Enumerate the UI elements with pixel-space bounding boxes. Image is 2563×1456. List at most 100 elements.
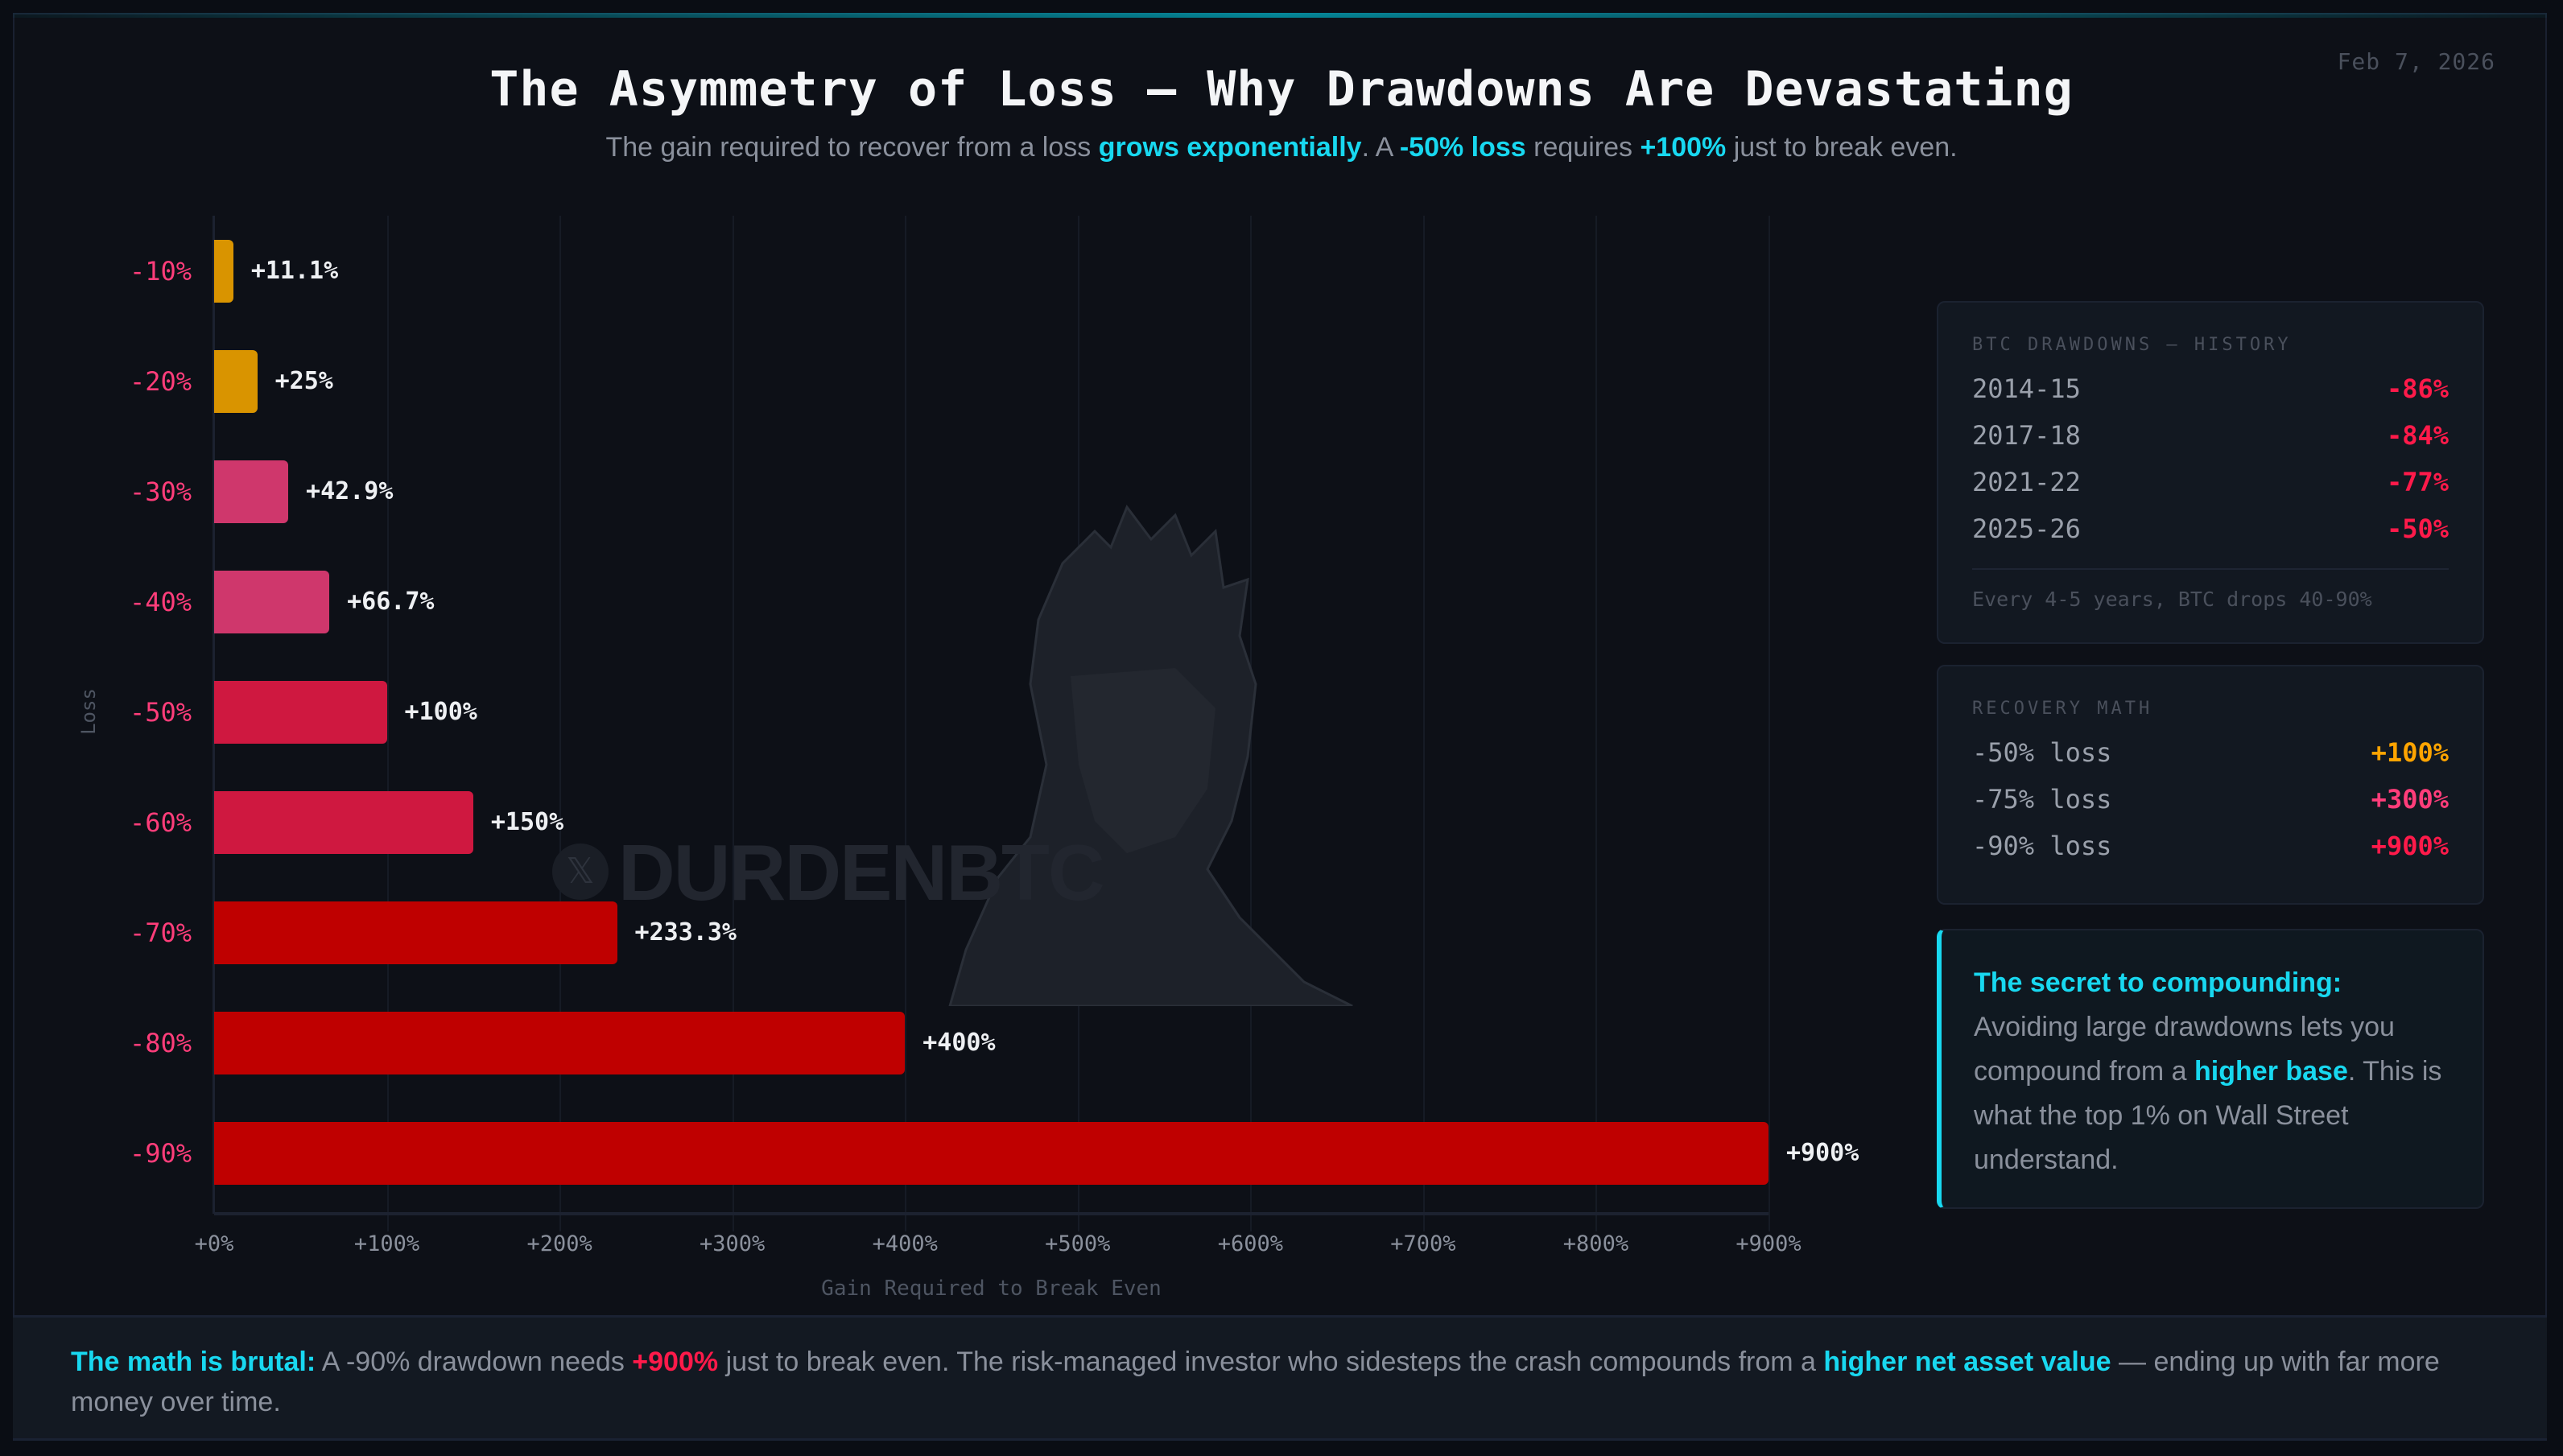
y-category-label: -10%: [129, 256, 192, 287]
x-tick-label: +800%: [1562, 1231, 1629, 1256]
bar-value-label: +150%: [490, 808, 564, 836]
y-category-label: -30%: [129, 476, 192, 507]
bar-value-label: +25%: [274, 367, 333, 395]
callout-highlight: higher base: [2194, 1056, 2348, 1087]
bar[interactable]: [214, 571, 330, 633]
subtitle-text: The gain required to recover from a loss: [605, 132, 1099, 163]
x-tick-label: +0%: [194, 1231, 234, 1256]
recovery-value: +900%: [2371, 831, 2449, 861]
x-tick-label: +600%: [1217, 1231, 1283, 1256]
history-row: 2014-15 -86%: [1972, 369, 2449, 409]
x-tick-label: +300%: [700, 1231, 766, 1256]
compounding-callout: The secret to compounding: Avoiding larg…: [1937, 929, 2484, 1209]
gridline: [1250, 216, 1253, 1231]
btc-drawdowns-panel: BTC DRAWDOWNS — HISTORY 2014-15 -86% 201…: [1937, 301, 2484, 644]
recovery-label: -90% loss: [1972, 831, 2112, 861]
panel-divider: [1972, 568, 2449, 570]
gridline: [386, 216, 389, 1231]
history-row: 2021-22 -77%: [1972, 462, 2449, 502]
history-row: 2017-18 -84%: [1972, 415, 2449, 456]
y-category-label: -90%: [129, 1138, 192, 1169]
x-tick-label: +900%: [1735, 1231, 1802, 1256]
x-tick-label: +100%: [353, 1231, 420, 1256]
gridline: [905, 216, 907, 1231]
recovery-value: +300%: [2371, 784, 2449, 815]
gridline: [1595, 216, 1598, 1231]
footer-text: just to break even. The risk-managed inv…: [718, 1347, 1824, 1377]
recovery-value: +100%: [2371, 737, 2449, 768]
top-accent-bar: [13, 13, 2547, 18]
footer-highlight-red: +900%: [632, 1347, 719, 1377]
history-value: -84%: [2386, 420, 2449, 451]
panel-title: BTC DRAWDOWNS — HISTORY: [1972, 335, 2292, 355]
bar[interactable]: [214, 681, 387, 744]
subtitle-text: requires: [1525, 132, 1641, 163]
y-category-label: -20%: [129, 366, 192, 397]
bar[interactable]: [214, 1012, 906, 1074]
x-logo-icon: 𝕏: [552, 843, 609, 900]
x-axis-line: [214, 1212, 1769, 1215]
x-tick-label: +400%: [872, 1231, 938, 1256]
gridline: [1422, 216, 1425, 1231]
x-axis-label: Gain Required to Break Even: [821, 1277, 1162, 1301]
bar-value-label: +400%: [922, 1029, 996, 1057]
watermark-handle: DURDENBTC: [618, 828, 1105, 917]
recovery-label: -50% loss: [1972, 737, 2112, 768]
history-value: -86%: [2386, 373, 2449, 404]
y-category-label: -70%: [129, 918, 192, 948]
gridline: [732, 216, 734, 1231]
history-row: 2025-26 -50%: [1972, 509, 2449, 549]
bar-value-label: +100%: [404, 698, 477, 726]
footer-note: The math is brutal: A -90% drawdown need…: [13, 1315, 2547, 1441]
x-tick-label: +500%: [1045, 1231, 1111, 1256]
history-value: -50%: [2386, 514, 2449, 544]
y-category-label: -40%: [129, 587, 192, 617]
history-value: -77%: [2386, 467, 2449, 497]
history-period: 2014-15: [1972, 373, 2081, 404]
recovery-row: -50% loss +100%: [1972, 732, 2449, 773]
date-label: Feb 7, 2026: [2337, 48, 2495, 75]
y-axis-line: [213, 216, 215, 1214]
subtitle: The gain required to recover from a loss…: [0, 132, 2563, 163]
recovery-math-panel: RECOVERY MATH -50% loss +100% -75% loss …: [1937, 665, 2484, 905]
footer-text: — ending up with far more money over tim…: [71, 1347, 2440, 1417]
x-tick-label: +200%: [526, 1231, 592, 1256]
panel-title: RECOVERY MATH: [1972, 699, 2153, 719]
history-period: 2017-18: [1972, 420, 2081, 451]
bar[interactable]: [214, 1122, 1769, 1185]
y-category-label: -60%: [129, 807, 192, 838]
bar-value-label: +900%: [1786, 1139, 1859, 1167]
y-category-label: -50%: [129, 697, 192, 728]
panel-note: Every 4-5 years, BTC drops 40-90%: [1972, 588, 2372, 611]
y-axis-label: Loss: [77, 688, 100, 735]
bar[interactable]: [214, 901, 617, 964]
callout-text: . This is what the top 1% on Wall Street…: [1974, 1056, 2442, 1175]
recovery-row: -90% loss +900%: [1972, 826, 2449, 866]
gridline: [1769, 216, 1770, 1231]
gridline: [559, 216, 562, 1231]
bar-value-label: +66.7%: [347, 588, 435, 616]
history-period: 2021-22: [1972, 467, 2081, 497]
bar[interactable]: [214, 460, 289, 523]
bar-value-label: +11.1%: [250, 257, 339, 285]
footer-highlight: higher net asset value: [1823, 1347, 2111, 1377]
callout-heading: The secret to compounding:: [1974, 967, 2342, 998]
page-title: The Asymmetry of Loss — Why Drawdowns Ar…: [489, 61, 2074, 118]
bar-value-label: +42.9%: [306, 477, 394, 505]
bar[interactable]: [214, 240, 233, 303]
recovery-row: -75% loss +300%: [1972, 779, 2449, 819]
subtitle-highlight: grows exponentially: [1098, 132, 1362, 163]
footer-text: A -90% drawdown needs: [316, 1347, 633, 1377]
history-period: 2025-26: [1972, 514, 2081, 544]
subtitle-text: just to break even.: [1726, 132, 1958, 163]
y-category-label: -80%: [129, 1028, 192, 1058]
gridline: [1077, 216, 1079, 1231]
subtitle-text: . A: [1361, 132, 1400, 163]
footer-lead: The math is brutal:: [71, 1347, 316, 1377]
x-tick-label: +700%: [1390, 1231, 1456, 1256]
subtitle-highlight: +100%: [1640, 132, 1727, 163]
recovery-label: -75% loss: [1972, 784, 2112, 815]
bar[interactable]: [214, 791, 473, 854]
bar[interactable]: [214, 350, 258, 413]
callout-text: Avoiding large drawdowns lets you compou…: [1974, 1012, 2395, 1087]
